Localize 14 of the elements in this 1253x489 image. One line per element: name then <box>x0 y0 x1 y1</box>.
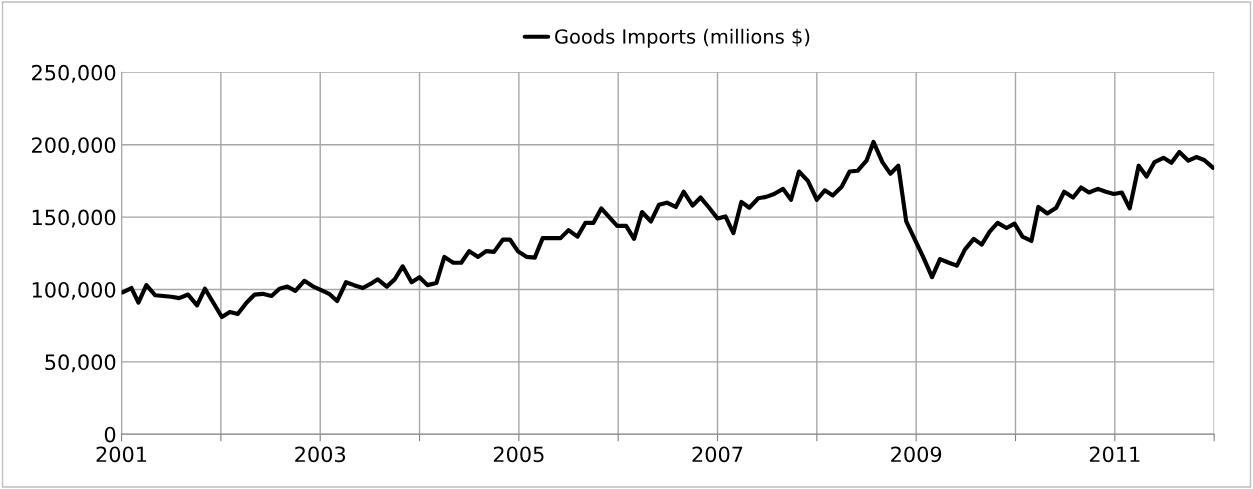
legend-label: Goods Imports (millions $) <box>555 28 810 48</box>
y-tick-label: 50,000 <box>45 354 116 373</box>
y-tick-label: 0 <box>104 426 116 443</box>
y-tick-label: 250,000 <box>32 64 116 83</box>
x-tick-label: 2001 <box>96 446 147 463</box>
x-tick-label: 2011 <box>1089 446 1140 463</box>
x-tick-label: 2007 <box>692 446 743 463</box>
y-tick-label: 150,000 <box>32 209 116 228</box>
x-tick-label: 2005 <box>493 446 544 463</box>
x-tick-label: 2003 <box>295 446 346 463</box>
y-tick-label: 100,000 <box>32 281 116 300</box>
line-series <box>121 139 1215 320</box>
x-tick-label: 2009 <box>891 446 942 463</box>
y-tick-label: 200,000 <box>32 137 116 156</box>
